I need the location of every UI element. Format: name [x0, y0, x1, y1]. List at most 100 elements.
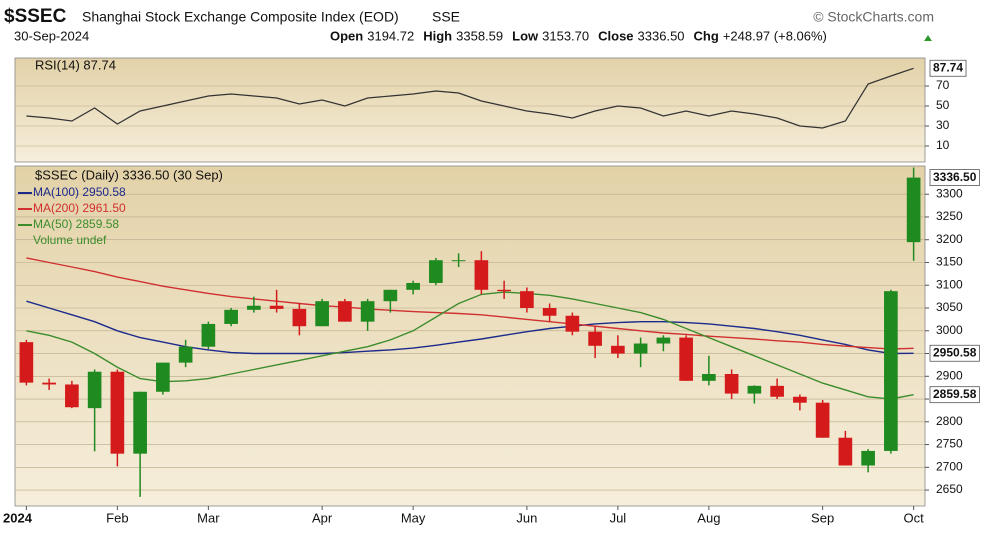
y-tick-label: 3100: [936, 277, 963, 291]
y-tick-label: 2750: [936, 437, 963, 451]
candle-body: [611, 345, 625, 354]
quote-label: High: [423, 28, 452, 43]
candle-body: [406, 282, 420, 290]
line: [26, 67, 914, 129]
candle-body: [565, 315, 580, 332]
candle-body: [474, 260, 489, 290]
candle-body: [861, 450, 875, 466]
quote-value: +248.97 (+8.06%): [723, 28, 827, 43]
candle-body: [588, 331, 602, 346]
price-panel: [14, 165, 926, 507]
legend-entry: MA(200) 2961.50: [33, 201, 126, 215]
quote-value: 3336.50: [638, 28, 685, 43]
candle-body: [19, 342, 34, 383]
y-tick-label: 2650: [936, 482, 963, 496]
candle-body: [201, 323, 216, 347]
candle-body: [838, 437, 853, 466]
x-tick-label: Aug: [697, 510, 720, 525]
candle-body: [110, 371, 125, 454]
x-tick-label: May: [401, 510, 426, 525]
candle-body: [133, 391, 147, 454]
candle-body: [520, 291, 534, 309]
value-tag: 87.74: [933, 60, 963, 74]
candle-body: [65, 384, 79, 408]
panel-title: $SSEC (Daily) 3336.50 (30 Sep): [35, 167, 223, 182]
y-tick-label: 3050: [936, 300, 963, 314]
up-arrow: [924, 35, 932, 41]
candle-body: [87, 371, 102, 409]
x-tick-label: Apr: [312, 510, 333, 525]
value-tag-box: [929, 169, 980, 187]
candle-body: [542, 308, 557, 316]
value-tag-box: [929, 344, 980, 362]
value-tag-box: [929, 386, 980, 404]
y-tick-label: 3150: [936, 255, 963, 269]
candle-body: [156, 362, 170, 392]
candle-body: [383, 289, 398, 302]
x-tick-label: Mar: [197, 510, 220, 525]
y-tick-label: 3200: [936, 232, 963, 246]
index-name: Shanghai Stock Exchange Composite Index …: [82, 9, 399, 25]
candle-body: [702, 374, 716, 381]
quote-value: 3358.59: [456, 28, 503, 43]
candle-body: [793, 396, 807, 403]
y-tick-label: 2800: [936, 414, 963, 428]
x-tick-label: 2024: [3, 510, 33, 525]
candle-body: [42, 382, 56, 385]
quote: Open 3194.72 High 3358.59 Low 3153.70 Close 333…: [330, 28, 827, 43]
y-tick-label: 50: [936, 98, 950, 112]
value-tag: 3336.50: [933, 170, 977, 184]
y-tick-label: 10: [936, 138, 950, 152]
legend-entry: Volume undef: [33, 233, 107, 247]
y-tick-label: 30: [936, 118, 950, 132]
rsi-panel: [14, 57, 926, 163]
y-tick-label: 3000: [936, 323, 963, 337]
quote-label: Low: [512, 28, 539, 43]
candle-body: [178, 346, 193, 363]
candle-body: [633, 343, 648, 354]
candle-body: [679, 337, 693, 381]
candle-body: [884, 291, 898, 451]
candle-body: [451, 260, 466, 262]
candle-body: [224, 309, 238, 324]
line: [26, 291, 914, 400]
candle-body: [770, 385, 784, 397]
candle-body: [656, 337, 671, 344]
candle-body: [906, 177, 921, 243]
x-tick-label: Oct: [904, 510, 925, 525]
candle-body: [315, 301, 329, 327]
x-tick-label: Jun: [516, 510, 537, 525]
legend-entry: MA(100) 2950.58: [33, 185, 126, 199]
candle-body: [724, 374, 739, 394]
value-tag: 2950.58: [933, 345, 977, 359]
value-tag: 2859.58: [933, 387, 977, 401]
quote-value: 3153.70: [542, 28, 589, 43]
candle-body: [247, 305, 261, 310]
x-tick-label: Feb: [106, 510, 128, 525]
date: 30-Sep-2024: [14, 28, 89, 43]
source: © StockCharts.com: [813, 9, 934, 25]
y-tick-label: 2900: [936, 368, 963, 382]
candle-body: [360, 301, 375, 322]
symbol: $SSEC: [4, 6, 67, 27]
candle-body: [429, 260, 443, 283]
legend-entry: MA(50) 2859.58: [33, 217, 119, 231]
quote-label: Open: [330, 28, 363, 43]
line: [26, 300, 914, 355]
y-tick-label: 2700: [936, 459, 963, 473]
exchange: SSE: [432, 9, 460, 25]
y-tick-label: 3300: [936, 186, 963, 200]
quote-label: Chg: [694, 28, 719, 43]
y-tick-label: 70: [936, 78, 950, 92]
candle-body: [815, 402, 830, 438]
x-tick-label: Sep: [811, 510, 834, 525]
panel-title: RSI(14) 87.74: [35, 57, 116, 72]
candle-body: [497, 289, 511, 292]
candle-body: [269, 305, 284, 309]
quote-label: Close: [598, 28, 633, 43]
y-tick-label: 3250: [936, 209, 963, 223]
candle-body: [338, 301, 352, 322]
quote-value: 3194.72: [367, 28, 414, 43]
value-tag-box: [929, 59, 967, 77]
x-tick-label: Jul: [610, 510, 627, 525]
